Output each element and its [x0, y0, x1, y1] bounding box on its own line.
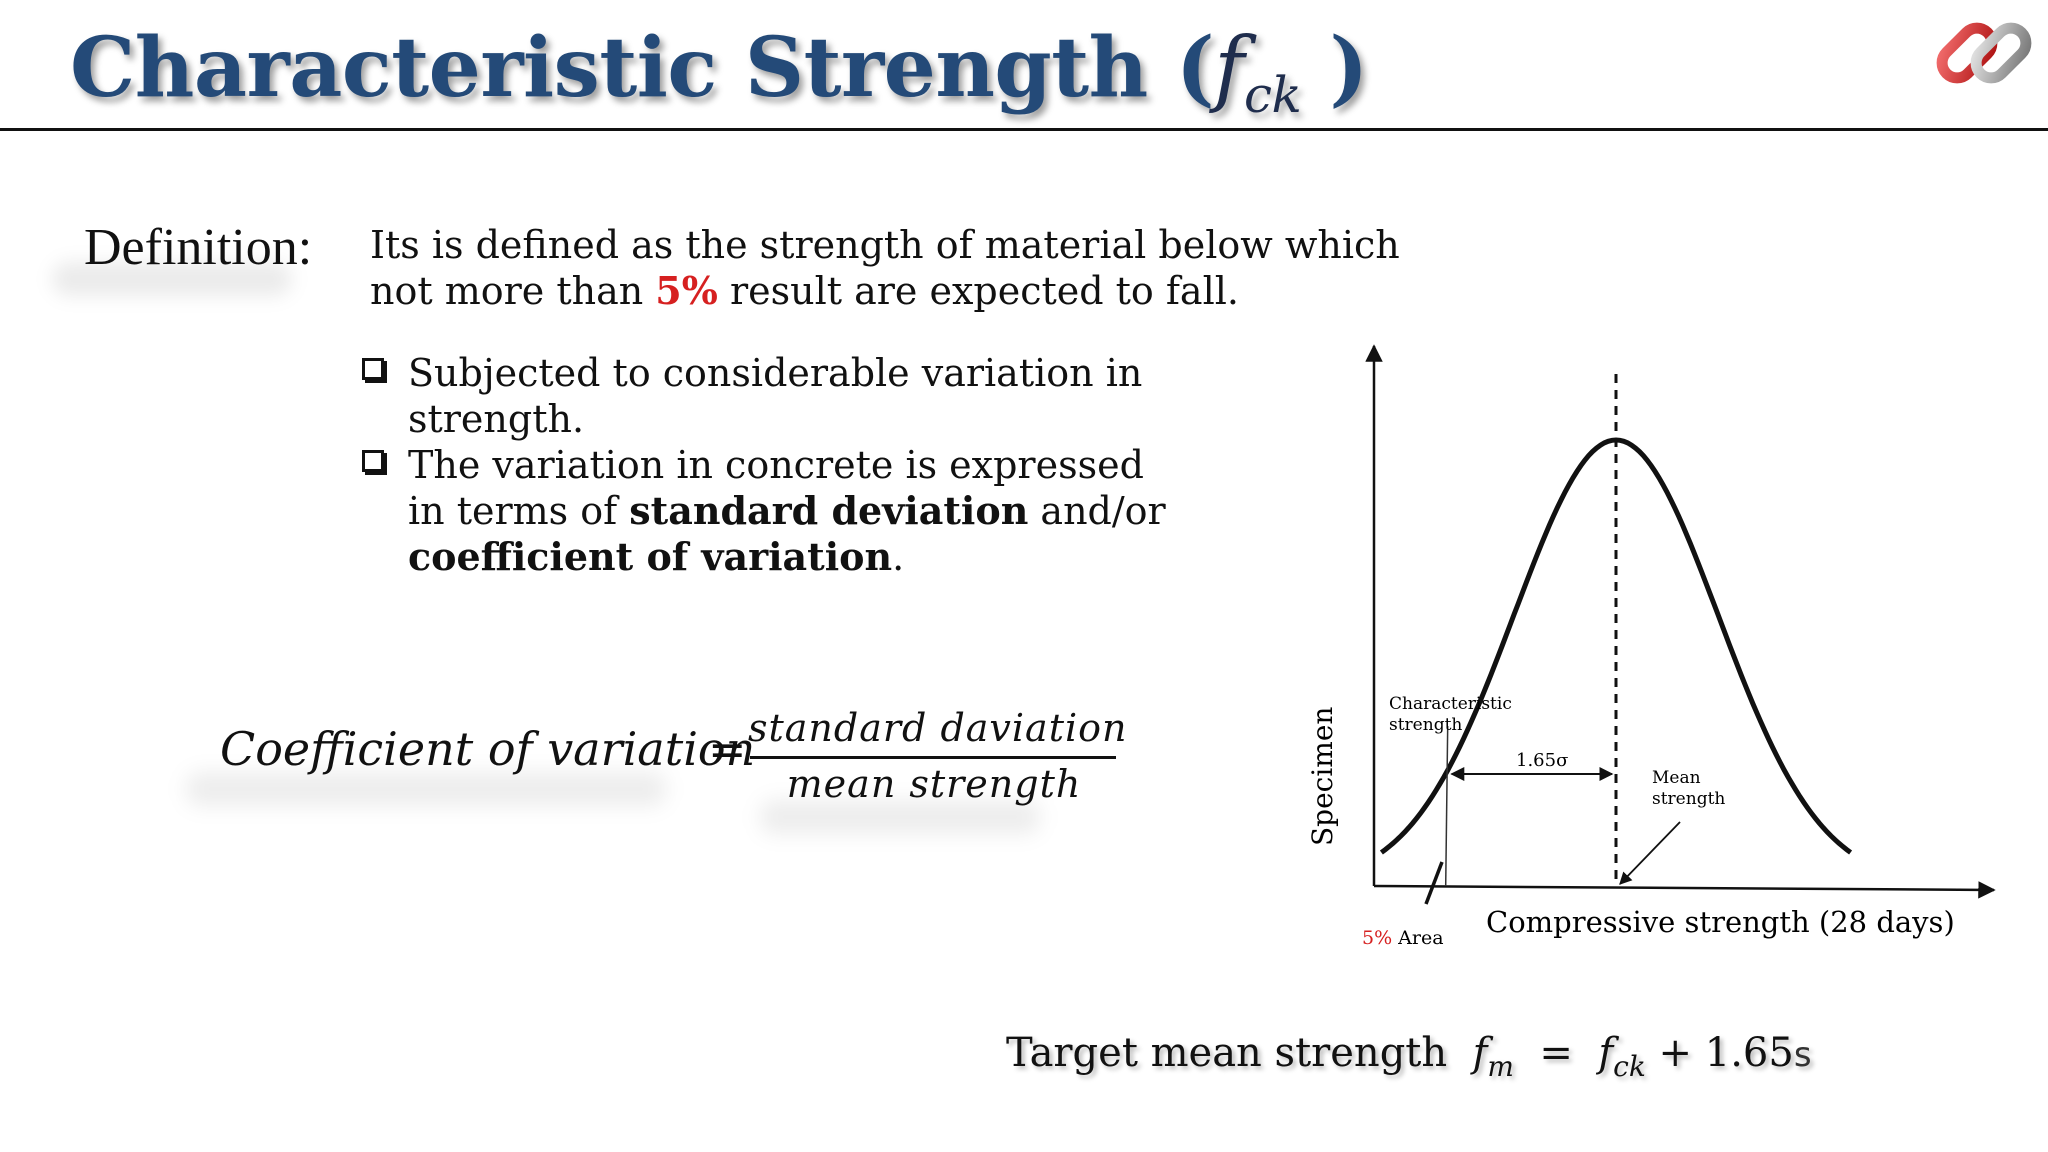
characteristic-label-line1: Characteristic — [1389, 694, 1512, 714]
formula-lhs: Coefficient of variation — [220, 722, 756, 776]
definition-label: Definition: — [84, 219, 313, 276]
x-axis-label: Compressive strength (28 days) — [1486, 905, 1955, 939]
definition-shadow — [52, 262, 292, 296]
checkbox-bullet-icon — [362, 450, 384, 472]
area-label: 5% Area — [1362, 927, 1444, 949]
y-axis-label: Specimen — [1306, 707, 1339, 846]
area-percent: 5% — [1362, 927, 1392, 949]
title-symbol: f — [1214, 21, 1244, 116]
bullet-text: Subjected to considerable variation in s… — [408, 351, 1143, 441]
bullet-item: The variation in concrete is expressed i… — [360, 442, 1180, 580]
characteristic-label-line2: strength — [1389, 715, 1462, 735]
mean-pointer — [1619, 821, 1681, 885]
target-label: Target mean strength — [1006, 1030, 1448, 1076]
target-eq: = — [1539, 1030, 1573, 1076]
target-s: s — [1793, 1035, 1812, 1075]
formula-numerator: standard daviation — [748, 706, 1128, 750]
formula-denominator: mean strength — [786, 762, 1082, 806]
bullet-bold-term: standard deviation — [629, 488, 1029, 533]
bullet-text: The variation in concrete is expressed i… — [408, 443, 1144, 533]
formula-reflection — [186, 772, 666, 806]
bullet-item: Subjected to considerable variation in s… — [360, 350, 1180, 442]
target-plus: + 1.65 — [1658, 1030, 1794, 1076]
formula-equals: = — [708, 722, 747, 776]
definition-text-part2: result are expected to fall. — [717, 269, 1239, 313]
sigma-label: 1.65σ — [1516, 750, 1568, 771]
mean-label-line2: strength — [1652, 789, 1725, 809]
definition-text: Its is defined as the strength of materi… — [370, 222, 1470, 314]
formula-reflection — [760, 800, 1040, 834]
title-open-paren: ( — [1175, 20, 1215, 116]
target-fm-sub: m — [1487, 1050, 1514, 1083]
mean-label-line1: Mean — [1652, 768, 1701, 788]
header-divider — [0, 128, 2048, 131]
definition-highlight: 5% — [655, 268, 718, 313]
title-close-paren: ) — [1329, 20, 1368, 116]
bullet-list: Subjected to considerable variation in s… — [360, 350, 1180, 580]
area-text: Area — [1397, 927, 1443, 949]
target-fm: f — [1472, 1030, 1488, 1076]
bullet-text: and/or — [1028, 489, 1166, 533]
title-subscript: ck — [1244, 66, 1302, 124]
x-axis — [1373, 881, 1996, 899]
bullet-bold-term: coefficient of variation — [408, 534, 893, 579]
area-pointer — [1424, 861, 1444, 905]
checkbox-bullet-icon — [362, 358, 384, 380]
chain-link-icon — [1936, 22, 2032, 84]
page-title: Characteristic Strength (fck ) — [70, 20, 1368, 124]
characteristic-line — [1444, 725, 1449, 887]
title-text: Characteristic Strength — [70, 20, 1148, 116]
target-mean-formula: Target mean strength fm = fck + 1.65s — [1006, 1030, 1812, 1083]
formula-fraction-bar — [750, 756, 1116, 759]
target-fck-sub: ck — [1613, 1050, 1646, 1083]
target-fck: f — [1598, 1030, 1614, 1076]
bullet-text: . — [892, 535, 905, 579]
definition-text-part1: Its is defined as the strength of materi… — [370, 223, 1400, 313]
